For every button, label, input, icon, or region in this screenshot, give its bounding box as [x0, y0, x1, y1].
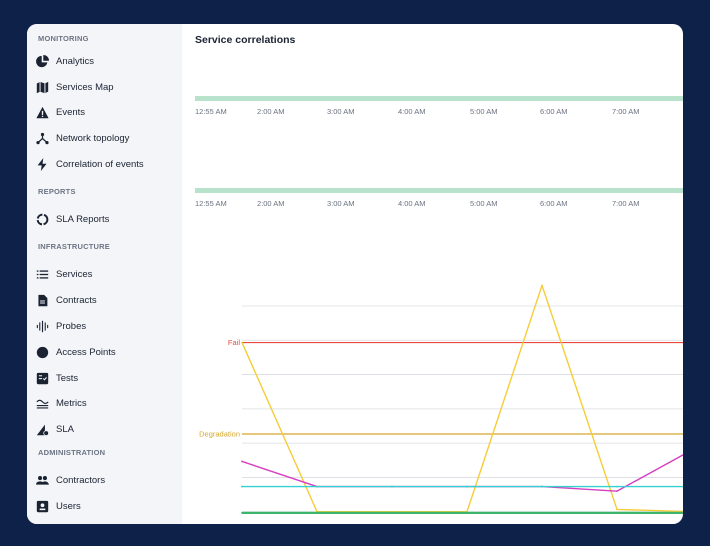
sidebar-item-label: Probes	[56, 320, 87, 332]
sidebar-item-services-map[interactable]: Services Map	[35, 77, 177, 97]
tests-icon	[35, 371, 49, 385]
probe-icon	[35, 319, 49, 333]
sidebar-section-title: ADMINISTRATION	[38, 448, 106, 457]
timeline-tick-label: 7:00 AM	[612, 199, 640, 208]
sidebar: MONITORING Analytics Services Map Events Net…	[27, 24, 182, 524]
sidebar-item-label: Tests	[56, 372, 79, 384]
topology-icon	[35, 131, 49, 145]
app-window: MONITORING Analytics Services Map Events Net…	[27, 24, 683, 524]
map-icon	[35, 80, 49, 94]
sidebar-item-label: Events	[56, 106, 86, 118]
sidebar-item-label: Access Points	[56, 346, 116, 358]
list-icon	[35, 267, 49, 281]
sidebar-item-metrics[interactable]: Metrics	[35, 393, 177, 413]
sidebar-item-contracts[interactable]: Contracts	[35, 290, 177, 310]
timeline-bar-1[interactable]	[195, 96, 683, 101]
threshold-label: Degradation	[199, 430, 240, 439]
timeline-bar-2[interactable]	[195, 188, 683, 193]
timeline-tick-label: 4:00 AM	[398, 107, 426, 116]
sidebar-section-title: INFRASTRUCTURE	[38, 242, 110, 251]
sidebar-item-label: Analytics	[56, 55, 95, 67]
sidebar-item-label: Network topology	[56, 132, 130, 144]
timeline-tick-label: 6:00 AM	[540, 107, 568, 116]
series-point	[616, 508, 618, 511]
people-icon	[35, 473, 49, 487]
series-point	[391, 511, 393, 514]
pie-chart-icon	[35, 54, 49, 68]
sidebar-item-probes[interactable]: Probes	[35, 316, 177, 336]
sidebar-item-sla[interactable]: SLA	[35, 419, 177, 439]
dot-icon	[35, 345, 49, 359]
sidebar-item-analytics[interactable]: Analytics	[35, 51, 177, 71]
timeline-tick-label: 5:00 AM	[470, 199, 498, 208]
series-point	[541, 485, 543, 488]
timeline-tick-label: 4:00 AM	[398, 199, 426, 208]
main-content: Service correlations 12:55 AM 2:00 AM 3:00…	[182, 24, 683, 524]
series-point	[616, 511, 618, 514]
sidebar-item-network-topology[interactable]: Network topology	[35, 128, 177, 148]
series-point	[616, 485, 618, 488]
timeline-tick-label: 3:00 AM	[327, 199, 355, 208]
sidebar-item-services[interactable]: Services	[35, 264, 177, 284]
warning-icon	[35, 105, 49, 119]
lightning-icon	[35, 157, 49, 171]
page-title: Service correlations	[195, 34, 296, 46]
threshold-label: Fail	[228, 338, 240, 347]
circle-progress-icon	[35, 212, 49, 226]
sidebar-item-access-points[interactable]: Access Points	[35, 342, 177, 362]
timeline-tick-label: 2:00 AM	[257, 199, 285, 208]
series-point	[316, 485, 318, 488]
series-point	[391, 485, 393, 488]
document-icon	[35, 293, 49, 307]
series-point	[466, 511, 468, 514]
timeline-tick-label: 7:00 AM	[612, 107, 640, 116]
timeline-tick-label: 5:00 AM	[470, 107, 498, 116]
series-point	[541, 511, 543, 514]
sidebar-item-events[interactable]: Events	[35, 102, 177, 122]
series-point	[466, 485, 468, 488]
series-point	[541, 284, 543, 287]
sla-icon	[35, 422, 49, 436]
series-point	[241, 460, 243, 463]
series-point	[241, 511, 243, 514]
sidebar-item-contractors[interactable]: Contractors	[35, 470, 177, 490]
series-point	[616, 490, 618, 493]
user-icon	[35, 499, 49, 513]
sidebar-item-label: Contracts	[56, 294, 97, 306]
timeline-tick-label: 2:00 AM	[257, 107, 285, 116]
sidebar-item-label: Metrics	[56, 397, 87, 409]
series-point	[241, 341, 243, 344]
sidebar-section-title: REPORTS	[38, 187, 76, 196]
metrics-icon	[35, 396, 49, 410]
timeline-tick-label: 12:55 AM	[195, 199, 227, 208]
sidebar-item-tests[interactable]: Tests	[35, 368, 177, 388]
sidebar-item-label: Correlation of events	[56, 158, 144, 170]
correlation-chart: Fail Degradation	[199, 284, 683, 514]
series-line	[241, 454, 683, 492]
sidebar-item-label: Services	[56, 268, 93, 280]
sidebar-item-label: Users	[56, 500, 81, 512]
series-point	[316, 511, 318, 514]
sidebar-section-title: MONITORING	[38, 34, 89, 43]
timeline-tick-label: 3:00 AM	[327, 107, 355, 116]
series-point	[241, 485, 243, 488]
sidebar-item-label: Services Map	[56, 81, 114, 93]
sidebar-item-label: SLA Reports	[56, 213, 110, 225]
sidebar-item-sla-reports[interactable]: SLA Reports	[35, 209, 177, 229]
sidebar-item-correlation-of-events[interactable]: Correlation of events	[35, 154, 177, 174]
timeline-tick-label: 6:00 AM	[540, 199, 568, 208]
sidebar-item-users[interactable]: Users	[35, 496, 177, 516]
sidebar-item-label: Contractors	[56, 474, 106, 486]
sidebar-item-label: SLA	[56, 423, 74, 435]
timeline-tick-label: 12:55 AM	[195, 107, 227, 116]
